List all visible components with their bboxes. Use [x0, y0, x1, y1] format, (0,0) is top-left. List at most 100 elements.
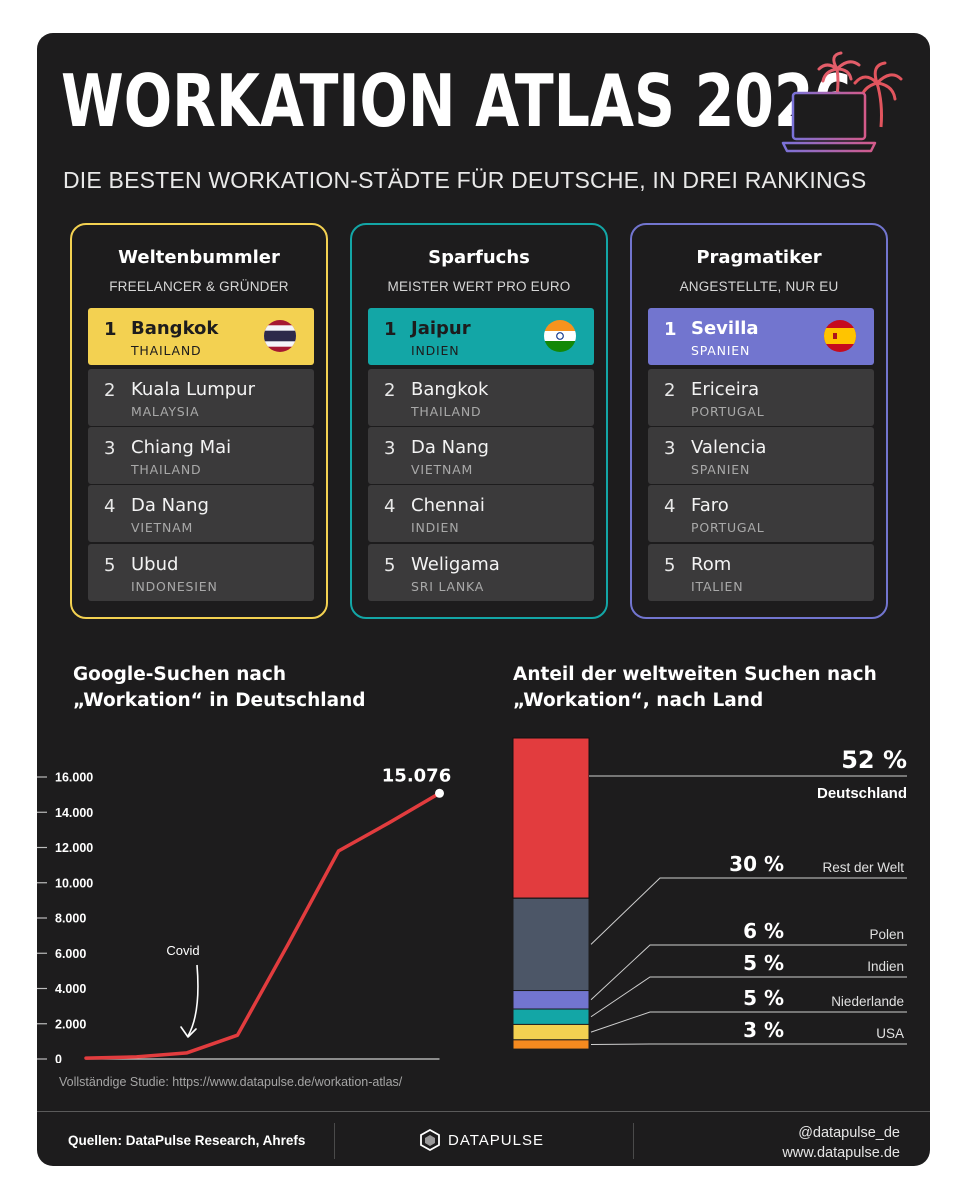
brand-name: DATAPULSE [448, 1131, 544, 1149]
rank-country: INDIEN [411, 343, 460, 358]
rank-city: Da Nang [131, 495, 209, 516]
segment-value-label: 5 % [743, 986, 784, 1010]
rank-number: 4 [104, 496, 116, 517]
line-chart-title: Google-Suchen nach „Workation“ in Deutsc… [73, 662, 366, 714]
rank-country: ITALIEN [691, 579, 744, 594]
infographic-card: WORKATION ATLAS 2026 DIE BESTEN WORKATIO… [37, 33, 930, 1166]
rank-country: VIETNAM [411, 462, 474, 477]
segment-category-label: Indien [867, 959, 904, 974]
leader-line [590, 944, 907, 1001]
rank-number: 2 [664, 380, 676, 401]
bar-chart-title-line2: „Workation“, nach Land [513, 690, 764, 711]
rank-country: VIETNAM [131, 520, 194, 535]
bar-segment [512, 1023, 590, 1041]
line-chart-title-line2: „Workation“ in Deutschland [73, 690, 366, 711]
rank-number: 5 [384, 555, 396, 576]
ranking-row: 5 Rom ITALIEN [648, 544, 874, 601]
brand-logo: DATAPULSE [420, 1129, 544, 1151]
ranking-row: 4 Faro PORTUGAL [648, 485, 874, 542]
ranking-row: 2 Kuala Lumpur MALAYSIA [88, 369, 314, 426]
ranking-card-sparfuchs: Sparfuchs MEISTER WERT PRO EURO 1 Jaipur… [350, 223, 608, 619]
ranking-title: Sparfuchs [428, 247, 530, 268]
bar-segment [513, 738, 589, 899]
y-tick-label: 8.000 [55, 912, 86, 926]
y-tick-label: 6.000 [55, 947, 86, 961]
rank-country: INDONESIEN [131, 579, 218, 594]
social-handle[interactable]: @datapulse_de [798, 1125, 900, 1141]
ranking-subtitle: ANGESTELLTE, NUR EU [679, 279, 839, 294]
rank-number: 3 [104, 438, 116, 459]
rank-city: Rom [691, 554, 732, 575]
thailand-flag-icon [264, 320, 296, 352]
rank-city: Weligama [411, 554, 500, 575]
end-point-marker [435, 788, 444, 798]
ranking-row: 4 Chennai INDIEN [368, 485, 594, 542]
ranking-title: Weltenbummler [118, 247, 280, 268]
segment-category-label: USA [876, 1026, 904, 1041]
rank-country: SPANIEN [691, 343, 751, 358]
ranking-row: 3 Da Nang VIETNAM [368, 427, 594, 484]
india-flag-icon [544, 320, 576, 352]
rank-country: INDIEN [411, 520, 460, 535]
series-line [84, 791, 442, 1060]
website-link[interactable]: www.datapulse.de [782, 1145, 900, 1161]
rank-city: Chiang Mai [131, 437, 232, 458]
footer-sources: Quellen: DataPulse Research, Ahrefs [68, 1133, 306, 1148]
footer-divider [37, 1111, 930, 1112]
rank-city: Chennai [411, 495, 485, 516]
rank-country: SRI LANKA [411, 579, 485, 594]
y-tick-label: 10.000 [55, 876, 93, 890]
rank-country: THAILAND [131, 343, 202, 358]
segment-value-label: 30 % [729, 852, 784, 876]
segment-category-label: Deutschland [817, 785, 907, 802]
end-value-label: 15.076 [382, 765, 451, 786]
segment-value-label: 5 % [743, 951, 784, 975]
covid-annotation-label: Covid [166, 943, 199, 958]
ranking-row: 1 Bangkok THAILAND [88, 308, 314, 365]
rank-city: Ubud [131, 554, 179, 575]
y-tick-label: 16.000 [55, 771, 93, 785]
rank-country: PORTUGAL [691, 404, 765, 419]
laptop-palm-icon [781, 51, 903, 153]
rank-city: Valencia [691, 437, 767, 458]
ranking-title: Pragmatiker [696, 247, 822, 268]
bar-chart-title-line1: Anteil der weltweiten Suchen nach [513, 664, 877, 685]
rank-city: Ericeira [691, 379, 760, 400]
study-link[interactable]: Vollständige Studie: https://www.datapul… [59, 1075, 403, 1089]
rank-country: THAILAND [131, 462, 202, 477]
segment-value-label: 6 % [743, 919, 784, 943]
leader-line [590, 976, 907, 1018]
ranking-row: 3 Valencia SPANIEN [648, 427, 874, 484]
leader-line [590, 877, 907, 945]
ranking-row: 2 Bangkok THAILAND [368, 369, 594, 426]
rank-city: Faro [691, 495, 729, 516]
rank-country: SPANIEN [691, 462, 751, 477]
y-tick-label: 14.000 [55, 806, 93, 820]
rank-city: Da Nang [411, 437, 489, 458]
rank-city: Kuala Lumpur [131, 379, 255, 400]
ranking-subtitle: FREELANCER & GRÜNDER [109, 279, 289, 294]
segment-category-label: Polen [869, 927, 904, 942]
rank-number: 5 [664, 555, 676, 576]
rank-country: MALAYSIA [131, 404, 200, 419]
y-tick-label: 0 [55, 1053, 62, 1064]
rank-number: 1 [104, 319, 117, 340]
datapulse-logo-icon [420, 1129, 440, 1151]
rank-number: 1 [664, 319, 677, 340]
rank-number: 3 [664, 438, 676, 459]
bar-segment-outline [512, 737, 590, 899]
segment-category-label: Niederlande [831, 994, 904, 1009]
ranking-row: 5 Ubud INDONESIEN [88, 544, 314, 601]
bar-segment [512, 990, 590, 1010]
line-chart-title-line1: Google-Suchen nach [73, 664, 286, 685]
ranking-subtitle: MEISTER WERT PRO EURO [387, 279, 571, 294]
ranking-row: 5 Weligama SRI LANKA [368, 544, 594, 601]
rank-number: 5 [104, 555, 116, 576]
covid-arrow-head [180, 1026, 197, 1038]
bar-segment [512, 1008, 590, 1025]
rank-number: 4 [664, 496, 676, 517]
y-tick-label: 12.000 [55, 841, 93, 855]
rank-country: THAILAND [411, 404, 482, 419]
y-tick-label: 2.000 [55, 1017, 86, 1031]
bar-chart-title: Anteil der weltweiten Suchen nach „Worka… [513, 662, 877, 714]
